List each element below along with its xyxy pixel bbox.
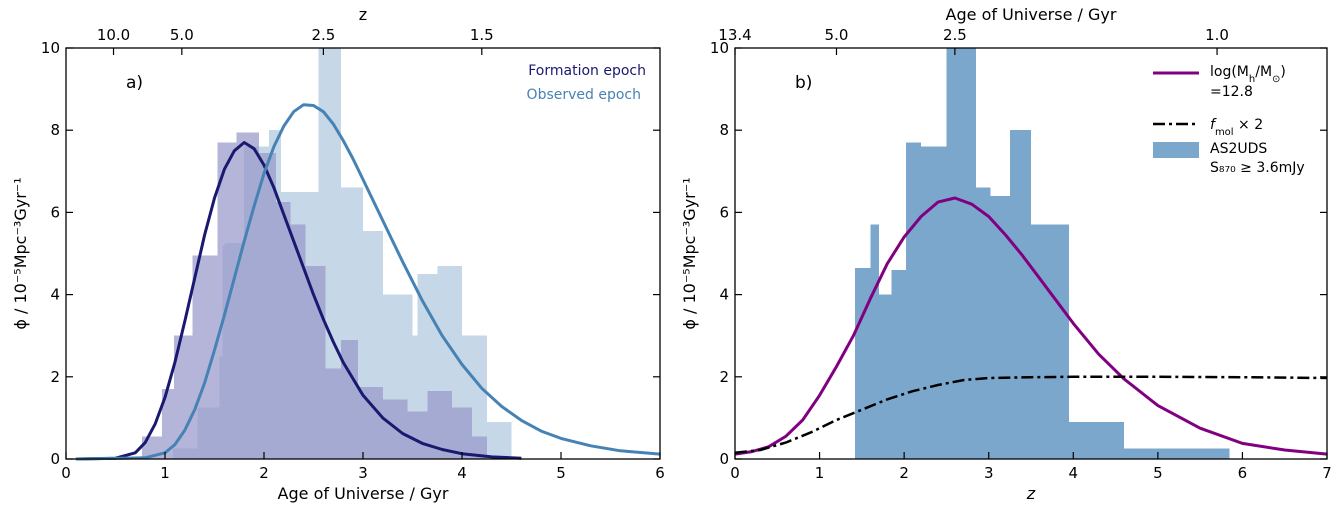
hist-bar-as2uds-s870-3-6mjy-5 [921,146,947,459]
hist-bar-formation-epoch-1 [162,389,174,459]
legend-entry-halo-mass-value: =12.8 [1210,84,1253,100]
x-tick-label-2: 2 [259,464,269,482]
hist-bar-formation-epoch-14 [407,411,428,459]
top-axis-title-a: z [359,5,367,24]
top-tick-label-2: 2.5 [943,26,967,44]
x-tick-label-7: 7 [1322,464,1332,482]
top-tick-label-1: 5.0 [170,26,194,44]
hist-bar-as2uds-s870-3-6mjy-14 [1174,448,1230,459]
hist-bar-as2uds-s870-3-6mjy-13 [1124,448,1175,459]
y-tick-label-0: 0 [719,450,729,468]
x-tick-label-1: 1 [160,464,170,482]
legend-b: log(Mh/M⊙) =12.8 fmol × 2 AS2UDS S₈₇₀ ≥ … [1153,64,1305,176]
x-tick-label-5: 5 [1153,464,1163,482]
hist-bar-formation-epoch-6 [259,152,276,459]
hist-bar-as2uds-s870-3-6mjy-4 [905,142,922,459]
x-tick-label-2: 2 [899,464,909,482]
series-line-observed-epoch [75,103,661,461]
x-tick-label-3: 3 [358,464,368,482]
histograms-b [855,48,1230,460]
y-tick-label-2: 4 [719,286,729,304]
legend-entry-observed-epoch: Observed epoch [527,87,641,103]
panel-label-b: b) [795,73,812,93]
legend-entry-as2uds-flux: S₈₇₀ ≥ 3.6mJy [1210,160,1305,176]
x-tick-label-1: 1 [815,464,825,482]
y-axis-title-b: ϕ / 10⁻⁵Mpc⁻³Gyr⁻¹ [680,177,699,329]
hist-bar-as2uds-s870-3-6mjy-2 [878,294,892,459]
panel-a: 0 1 2 3 4 5 6 0 2 4 6 8 10 10.0 5.0 2.5 1.5 a) Age of Un… [11,5,665,503]
hist-bar-formation-epoch-12 [358,387,383,459]
legend-entry-fmol: fmol × 2 [1210,117,1263,138]
y-tick-label-5: 10 [41,39,60,57]
x-tick-label-6: 6 [655,464,665,482]
x-tick-label-6: 6 [1238,464,1248,482]
hist-bar-formation-epoch-5 [236,132,260,459]
plot-frame-b [734,47,1328,460]
top-tick-label-2: 2.5 [311,26,335,44]
hist-bar-formation-epoch-9 [305,265,326,459]
hist-bar-formation-epoch-17 [471,436,487,459]
y-tick-label-5: 10 [710,39,729,57]
x-tick-label-5: 5 [556,464,566,482]
x-tick-label-4: 4 [457,464,467,482]
x-axis-title-b: z [1026,484,1036,503]
x-axis-title-a: Age of Universe / Gyr [278,484,449,503]
hist-bar-observed-epoch-13 [412,335,418,459]
y-tick-label-1: 2 [719,368,729,386]
y-tick-label-4: 8 [50,121,60,139]
top-axis-title-b: Age of Universe / Gyr [946,5,1117,24]
y-tick-label-0: 0 [50,450,60,468]
x-tick-label-3: 3 [984,464,994,482]
curves-a [75,103,661,461]
hist-bar-as2uds-s870-3-6mjy-9 [1009,130,1031,459]
hist-bar-formation-epoch-7 [275,202,291,459]
top-tick-label-0: 13.4 [718,26,751,44]
top-tick-label-0: 10.0 [97,26,130,44]
panel-label-a: a) [126,73,143,93]
hist-bar-as2uds-s870-3-6mjy-10 [1031,224,1042,459]
histograms-a [142,48,512,460]
hist-bar-as2uds-s870-3-6mjy-0 [855,267,871,459]
hist-bar-formation-epoch-8 [290,224,306,459]
y-axis-title-a: ϕ / 10⁻⁵Mpc⁻³Gyr⁻¹ [11,177,30,329]
hist-bar-as2uds-s870-3-6mjy-7 [976,187,991,460]
series-line-f-mol-2 [734,375,1328,455]
top-tick-label-3: 1.5 [470,26,494,44]
series-line-formation-epoch [75,141,522,461]
legend-entry-formation-epoch: Formation epoch [528,63,646,79]
hist-bar-as2uds-s870-3-6mjy-1 [870,224,879,459]
ticks-a: 0 1 2 3 4 5 6 0 2 4 6 8 10 10.0 5.0 2.5 1.5 [41,26,665,482]
hist-bar-as2uds-s870-3-6mjy-8 [990,195,1010,459]
hist-bar-as2uds-s870-3-6mjy-12 [1069,422,1125,459]
y-tick-label-4: 8 [719,121,729,139]
y-tick-label-1: 2 [50,368,60,386]
hist-bar-as2uds-s870-3-6mjy-6 [946,48,977,459]
series-line-log-mh-m-12-8 [734,196,1328,456]
x-tick-label-0: 0 [730,464,740,482]
hist-bar-formation-epoch-16 [452,407,472,459]
hist-bar-as2uds-s870-3-6mjy-11 [1041,224,1070,459]
hist-bar-observed-epoch-17 [486,422,512,459]
x-tick-label-0: 0 [61,464,71,482]
top-tick-label-3: 1.0 [1205,26,1229,44]
y-tick-label-3: 6 [50,203,60,221]
legend-entry-halo-mass: log(Mh/M⊙) [1210,64,1286,85]
top-tick-label-1: 5.0 [825,26,849,44]
hist-bar-formation-epoch-10 [325,368,342,459]
legend-swatch-as2uds [1153,142,1199,158]
legend-entry-as2uds: AS2UDS [1210,141,1267,157]
y-tick-label-3: 6 [719,203,729,221]
legend-a: Formation epoch Observed epoch [527,63,646,103]
x-tick-label-4: 4 [1069,464,1079,482]
curves-b [734,196,1328,456]
y-tick-label-2: 4 [50,286,60,304]
hist-bar-formation-epoch-2 [173,335,193,459]
hist-bar-formation-epoch-11 [341,339,359,459]
hist-bar-as2uds-s870-3-6mjy-3 [891,269,906,459]
